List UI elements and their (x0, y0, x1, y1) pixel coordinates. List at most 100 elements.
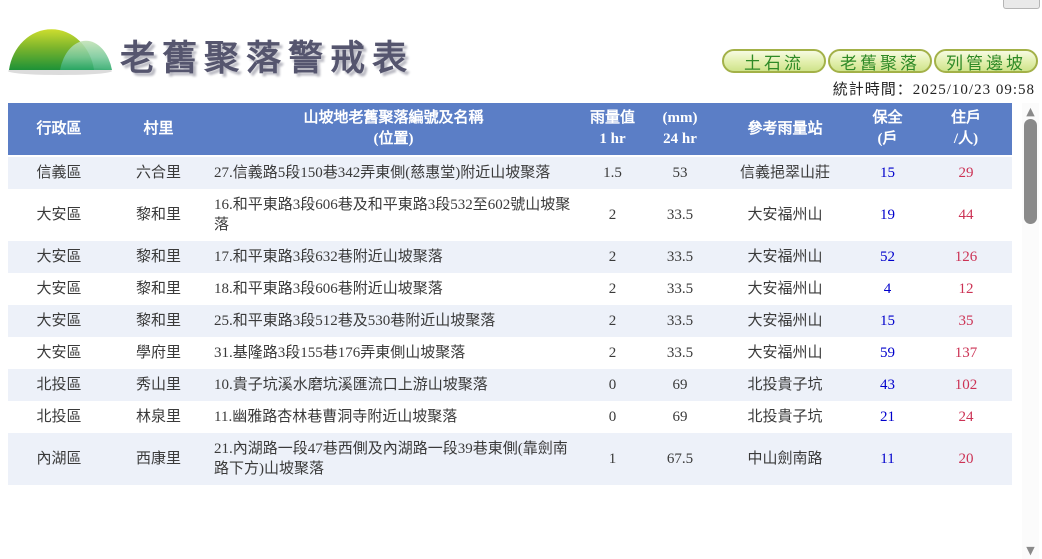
cell-protected: 59 (880, 345, 895, 361)
cell-village: 西康里 (135, 451, 181, 467)
cell-village: 學府里 (135, 345, 181, 361)
cell-rain-24hr: 33.5 (666, 281, 694, 297)
cell-district: 內湖區 (36, 451, 82, 467)
cell-protected: 52 (880, 249, 895, 265)
header-station: 參考雨量站 (715, 103, 855, 157)
cell-name: 31.基隆路3段155巷176弄東側山坡聚落 (214, 345, 466, 361)
vertical-scrollbar[interactable]: ▲ ▼ (1022, 103, 1039, 559)
table-row: 大安區 黎和里 16.和平東路3段606巷及和平東路3段532至602號山坡聚落 2 3… (8, 189, 1012, 241)
cell-station: 北投貴子坑 (747, 377, 823, 393)
cell-station: 大安福州山 (747, 345, 823, 361)
old-settlement-button[interactable]: 老舊聚落 (828, 49, 932, 73)
cell-station: 北投貴子坑 (747, 409, 823, 425)
cell-district: 信義區 (36, 165, 82, 181)
cell-rain-1hr: 1 (608, 451, 617, 467)
cell-rain-1hr: 1.5 (603, 165, 622, 181)
cell-residents: 102 (954, 377, 978, 393)
header-district: 行政區 (8, 103, 110, 157)
cell-district: 大安區 (36, 281, 82, 297)
cell-village: 秀山里 (135, 377, 181, 393)
cell-rain-1hr: 2 (608, 249, 617, 265)
cell-rain-24hr: 33.5 (666, 207, 694, 223)
stats-time: 統計時間：2025/10/23 09:58 (832, 82, 1035, 98)
cell-name: 27.信義路5段150巷342弄東側(慈惠堂)附近山坡聚落 (214, 165, 551, 181)
cell-village: 黎和里 (135, 281, 181, 297)
cell-rain-24hr: 69 (672, 409, 688, 425)
cell-name: 18.和平東路3段606巷附近山坡聚落 (214, 281, 443, 297)
settlement-table-wrap: 行政區 村里 山坡地老舊聚落編號及名稱 (位置) 雨量值 1 hr (mm) 2… (8, 103, 1012, 485)
cell-residents: 24 (958, 409, 974, 425)
cell-village: 黎和里 (135, 249, 181, 265)
table-row: 內湖區 西康里 21.內湖路一段47巷西側及內湖路一段39巷東側(靠劍南路下方)山坡… (8, 433, 1012, 485)
header-village: 村里 (110, 103, 207, 157)
cell-rain-24hr: 33.5 (666, 249, 694, 265)
cell-residents: 126 (954, 249, 978, 265)
cell-village: 黎和里 (135, 313, 181, 329)
cell-residents: 137 (954, 345, 978, 361)
cell-residents: 29 (958, 165, 974, 181)
cell-station: 大安福州山 (747, 313, 823, 329)
page-title: 老舊聚落警戒表 (120, 39, 415, 78)
header-residents: 住戶 /人) (920, 103, 1012, 157)
cell-district: 大安區 (36, 345, 82, 361)
cell-station: 中山劍南路 (747, 451, 823, 467)
cell-name: 21.內湖路一段47巷西側及內湖路一段39巷東側(靠劍南路下方)山坡聚落 (214, 441, 568, 477)
cell-rain-24hr: 33.5 (666, 313, 694, 329)
cell-rain-1hr: 0 (608, 409, 617, 425)
cell-protected: 21 (880, 409, 895, 425)
mountain-logo-icon (8, 29, 112, 75)
table-row: 信義區 六合里 27.信義路5段150巷342弄東側(慈惠堂)附近山坡聚落 1.5 53… (8, 156, 1012, 189)
header-settlement-name: 山坡地老舊聚落編號及名稱 (位置) (207, 103, 580, 157)
cell-village: 黎和里 (135, 207, 181, 223)
cell-name: 25.和平東路3段512巷及530巷附近山坡聚落 (214, 313, 496, 329)
cell-rain-24hr: 69 (672, 377, 688, 393)
table-header-row: 行政區 村里 山坡地老舊聚落編號及名稱 (位置) 雨量值 1 hr (mm) 2… (8, 103, 1012, 157)
cell-district: 大安區 (36, 313, 82, 329)
cell-name: 10.貴子坑溪水磨坑溪匯流口上游山坡聚落 (214, 377, 488, 393)
cell-rain-1hr: 0 (608, 377, 617, 393)
corner-fragment (1003, 0, 1040, 9)
cell-rain-24hr: 53 (672, 165, 688, 181)
cell-name: 16.和平東路3段606巷及和平東路3段532至602號山坡聚落 (214, 197, 571, 233)
table-row: 北投區 林泉里 11.幽雅路杏林巷曹洞寺附近山坡聚落 0 69 北投貴子坑 21 24 (8, 401, 1012, 433)
nav-buttons: 土石流 老舊聚落 列管邊坡 (722, 49, 1038, 73)
cell-district: 大安區 (36, 207, 82, 223)
cell-rain-1hr: 2 (608, 207, 617, 223)
cell-residents: 35 (958, 313, 974, 329)
cell-village: 六合里 (135, 165, 181, 181)
debris-flow-button[interactable]: 土石流 (722, 49, 826, 73)
scroll-up-icon[interactable]: ▲ (1026, 105, 1035, 118)
cell-station: 大安福州山 (747, 281, 823, 297)
cell-protected: 15 (880, 313, 895, 329)
cell-residents: 44 (958, 207, 974, 223)
cell-protected: 43 (880, 377, 895, 393)
cell-district: 北投區 (36, 377, 82, 393)
settlement-table: 行政區 村里 山坡地老舊聚落編號及名稱 (位置) 雨量值 1 hr (mm) 2… (8, 103, 1012, 485)
cell-rain-1hr: 2 (608, 281, 617, 297)
managed-slope-button[interactable]: 列管邊坡 (934, 49, 1038, 73)
cell-name: 17.和平東路3段632巷附近山坡聚落 (214, 249, 443, 265)
cell-station: 大安福州山 (747, 249, 823, 265)
cell-residents: 12 (958, 281, 974, 297)
cell-district: 北投區 (36, 409, 82, 425)
cell-protected: 15 (880, 165, 895, 181)
cell-protected: 19 (880, 207, 895, 223)
cell-rain-1hr: 2 (608, 345, 617, 361)
cell-protected: 4 (883, 281, 892, 297)
cell-station: 信義挹翠山莊 (739, 165, 830, 181)
table-row: 北投區 秀山里 10.貴子坑溪水磨坑溪匯流口上游山坡聚落 0 69 北投貴子坑 43 102 (8, 369, 1012, 401)
cell-residents: 20 (958, 451, 974, 467)
scroll-down-icon[interactable]: ▼ (1026, 544, 1035, 557)
header-protected: 保全 (戶 (855, 103, 920, 157)
cell-station: 大安福州山 (747, 207, 823, 223)
cell-rain-24hr: 33.5 (666, 345, 694, 361)
cell-protected: 11 (880, 451, 895, 467)
table-body: 信義區 六合里 27.信義路5段150巷342弄東側(慈惠堂)附近山坡聚落 1.5 53… (8, 156, 1012, 485)
cell-rain-24hr: 67.5 (666, 451, 694, 467)
header-rain-1hr: 雨量值 1 hr (580, 103, 645, 157)
header-rain-24hr: (mm) 24 hr (645, 103, 715, 157)
cell-name: 11.幽雅路杏林巷曹洞寺附近山坡聚落 (214, 409, 458, 425)
table-row: 大安區 學府里 31.基隆路3段155巷176弄東側山坡聚落 2 33.5 大安福州山 59… (8, 337, 1012, 369)
scrollbar-thumb[interactable] (1024, 119, 1037, 224)
